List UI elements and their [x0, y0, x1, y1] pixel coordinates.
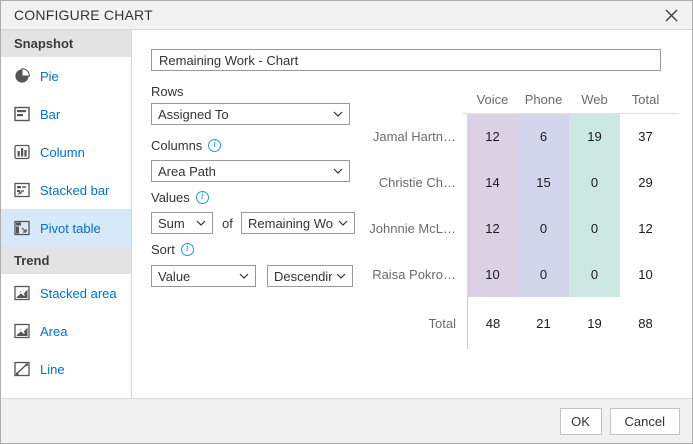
rows-dropdown[interactable]: Assigned To	[151, 103, 350, 125]
header-divider	[463, 113, 679, 114]
table-cell: 29	[638, 174, 653, 190]
sidebar-item-label: Pie	[40, 68, 59, 84]
table-cell: 0	[569, 251, 620, 297]
chevron-down-icon	[333, 168, 343, 174]
table-cell: 19	[569, 113, 620, 159]
values-aggregation-dropdown[interactable]: Sum	[151, 212, 213, 234]
pivot-header-row: Voice Phone Web Total	[367, 87, 679, 113]
values-label: Values i	[151, 190, 209, 205]
stacked-bar-icon	[13, 181, 31, 199]
sort-info-icon[interactable]: i	[180, 243, 194, 256]
dialog-content: Rows Assigned To Columns i Area Path Val…	[132, 30, 692, 400]
close-button[interactable]	[656, 1, 686, 30]
sidebar-item-label: Stacked area	[40, 285, 117, 301]
dialog-titlebar: CONFIGURE CHART	[1, 1, 692, 30]
chevron-down-icon	[336, 273, 346, 279]
table-cell: 48	[467, 297, 518, 349]
row-label: Christie Ch…	[378, 174, 456, 190]
table-row: Johnnie McL… 12 0 0 12	[367, 205, 679, 251]
table-row: Jamal Hartn… 12 6 19 37	[367, 113, 679, 159]
column-header: Voice	[476, 92, 509, 107]
line-icon	[13, 360, 31, 378]
ok-button[interactable]: OK	[559, 407, 602, 435]
sidebar-item-area[interactable]: Area	[1, 312, 131, 350]
section-header-trend: Trend	[1, 247, 131, 274]
columns-label: Columns i	[151, 138, 222, 153]
column-header: Total	[631, 92, 660, 107]
columns-dropdown[interactable]: Area Path	[151, 160, 350, 182]
chart-type-sidebar: Snapshot Pie Bar Column Stacked bar	[1, 30, 132, 400]
dialog-title: CONFIGURE CHART	[14, 7, 153, 23]
table-cell: 37	[638, 128, 653, 144]
table-cell: 12	[638, 220, 653, 236]
table-total-row: Total 48 21 19 88	[367, 297, 679, 349]
table-cell: 19	[569, 297, 620, 349]
values-of-text: of	[222, 216, 233, 231]
table-cell: 15	[518, 159, 569, 205]
chevron-down-icon	[239, 273, 249, 279]
columns-info-icon[interactable]: i	[208, 139, 222, 152]
sidebar-item-label: Bar	[40, 106, 61, 122]
table-cell: 0	[569, 205, 620, 251]
sidebar-item-label: Pivot table	[40, 220, 101, 236]
table-cell: 0	[569, 159, 620, 205]
sort-field-dropdown[interactable]: Value	[151, 265, 256, 287]
row-label: Total	[428, 315, 456, 331]
column-header: Web	[581, 92, 608, 107]
dialog-footer: OK Cancel	[1, 398, 692, 443]
table-cell: 21	[518, 297, 569, 349]
sort-direction-dropdown[interactable]: Descending	[267, 265, 353, 287]
section-header-snapshot: Snapshot	[1, 30, 131, 57]
table-cell: 14	[467, 159, 518, 205]
table-cell: 12	[467, 205, 518, 251]
close-icon	[665, 9, 677, 22]
table-cell: 88	[620, 297, 671, 349]
pie-icon	[13, 67, 31, 85]
table-cell: 6	[518, 113, 569, 159]
rows-label: Rows	[151, 84, 184, 99]
values-field-dropdown[interactable]: Remaining Work	[241, 212, 355, 234]
table-row: Raisa Pokro… 10 0 0 10	[367, 251, 679, 297]
row-label: Raisa Pokro…	[372, 266, 456, 282]
pivot-table-icon	[13, 219, 31, 237]
chevron-down-icon	[338, 220, 348, 226]
sidebar-item-label: Stacked bar	[40, 182, 110, 198]
cancel-button[interactable]: Cancel	[609, 407, 680, 435]
column-icon	[13, 143, 31, 161]
sidebar-item-stacked-area[interactable]: Stacked area	[1, 274, 131, 312]
sidebar-item-pie[interactable]: Pie	[1, 57, 131, 95]
column-header: Phone	[524, 92, 563, 107]
row-label: Johnnie McL…	[369, 220, 456, 236]
sidebar-item-stacked-bar[interactable]: Stacked bar	[1, 171, 131, 209]
table-cell: 10	[467, 251, 518, 297]
table-row: Christie Ch… 14 15 0 29	[367, 159, 679, 205]
sidebar-item-column[interactable]: Column	[1, 133, 131, 171]
sidebar-item-label: Area	[40, 323, 68, 339]
area-icon	[13, 322, 31, 340]
row-label: Jamal Hartn…	[372, 128, 456, 144]
sort-label: Sort i	[151, 242, 194, 257]
table-cell: 0	[518, 205, 569, 251]
values-info-icon[interactable]: i	[195, 191, 209, 204]
table-cell: 10	[638, 266, 653, 282]
table-cell: 12	[467, 113, 518, 159]
table-cell: 0	[518, 251, 569, 297]
sidebar-item-bar[interactable]: Bar	[1, 95, 131, 133]
pivot-table-preview: Voice Phone Web Total Jamal Hartn… 12 6 …	[367, 87, 679, 349]
sidebar-item-label: Line	[40, 361, 65, 377]
sidebar-item-pivot-table[interactable]: Pivot table	[1, 209, 131, 247]
bar-icon	[13, 105, 31, 123]
chevron-down-icon	[333, 111, 343, 117]
sidebar-item-line[interactable]: Line	[1, 350, 131, 388]
stacked-area-icon	[13, 284, 31, 302]
sidebar-item-label: Column	[40, 144, 85, 160]
chart-name-input[interactable]	[151, 49, 661, 71]
chevron-down-icon	[196, 220, 206, 226]
